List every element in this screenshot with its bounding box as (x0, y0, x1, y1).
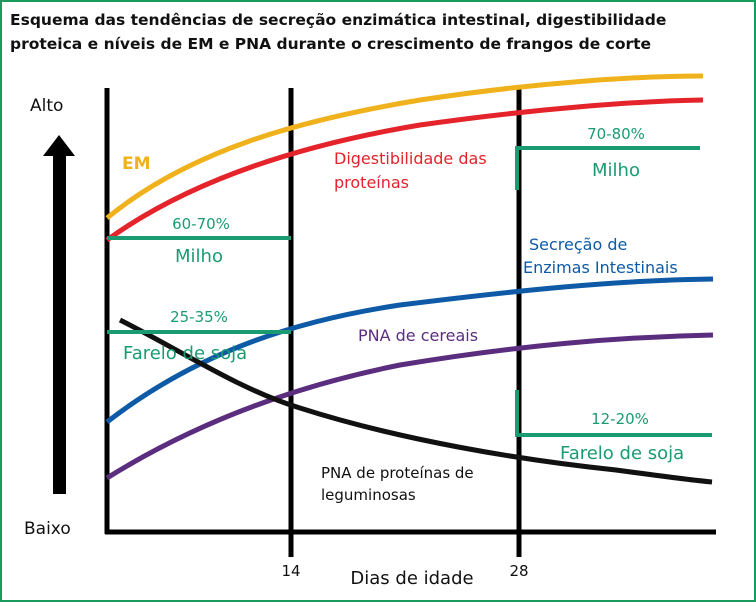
corn-late-pct-label: 70-80% (587, 125, 645, 143)
level-arrow-head (43, 135, 75, 156)
tick-14-label: 14 (281, 562, 300, 580)
em-label: EM (122, 154, 151, 174)
corn-early-name-label: Milho (175, 246, 223, 267)
level-arrow-shaft (53, 150, 66, 494)
intestinal-enzymes-label-line-1: Secreção de (529, 235, 627, 254)
soy-late-pct-label: 12-20% (591, 410, 649, 428)
cereal-pna-label: PNA de cereais (358, 326, 478, 345)
y-high-label: Alto (30, 96, 63, 116)
title-line-1: Esquema das tendências de secreção enzim… (10, 11, 667, 29)
x-axis-title: Dias de idade (350, 568, 473, 589)
legume-pna-label-line-2: leguminosas (321, 486, 416, 504)
protein-digestibility-curve (105, 97, 704, 243)
figure-title: Esquema das tendências de secreção enzim… (10, 8, 746, 56)
soy-early-name-label: Farelo de soja (123, 343, 247, 364)
y-low-label: Baixo (24, 519, 71, 539)
soy-late-name-label: Farelo de soja (560, 443, 684, 464)
soy-late-level-line (515, 390, 712, 437)
legume-pna-label-line-1: PNA de proteínas de (321, 464, 474, 482)
legume-pna-curve (118, 317, 713, 485)
em-curve (105, 73, 704, 220)
protein-digestibility-label-line-2: proteínas (334, 173, 409, 192)
soy-early-pct-label: 25-35% (170, 308, 228, 326)
intestinal-enzymes-label-line-2: Enzimas Intestinais (523, 258, 678, 277)
cereal-pna-curve (105, 332, 714, 481)
protein-digestibility-label-line-1: Digestibilidade das (334, 149, 487, 168)
tick-28-label: 28 (509, 562, 528, 580)
title-line-2: proteica e níveis de EM e PNA durante o … (10, 35, 652, 53)
intestinal-enzymes-curve (105, 276, 714, 424)
corn-late-name-label: Milho (592, 160, 640, 181)
corn-late-level-line (515, 146, 700, 190)
corn-early-pct-label: 60-70% (172, 215, 230, 233)
